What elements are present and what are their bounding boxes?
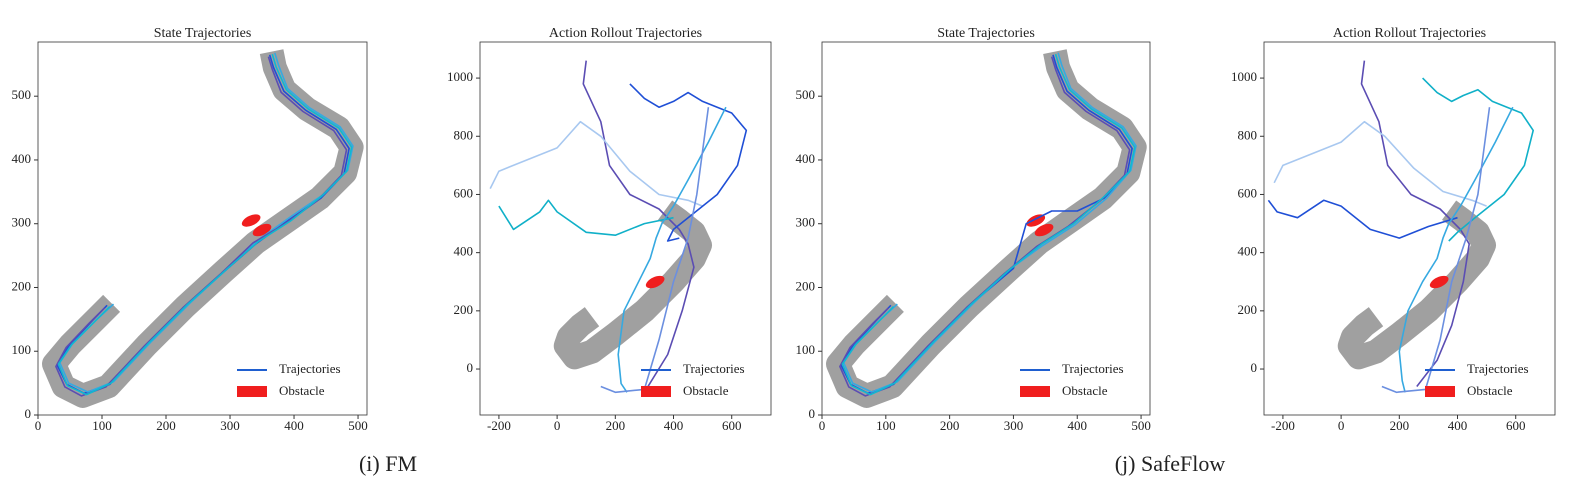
x-tick-label: 300 xyxy=(1004,418,1024,433)
trajectory xyxy=(600,107,710,394)
y-tick-label: 400 xyxy=(454,244,474,259)
x-tick-label: 0 xyxy=(35,418,42,433)
legend-swatch xyxy=(641,386,671,397)
plot-frame xyxy=(1263,41,1556,416)
legend-label: Obstacle xyxy=(1062,383,1108,398)
trajectory xyxy=(57,53,353,396)
legend-label: Trajectories xyxy=(683,361,745,376)
x-tick-label: 200 xyxy=(940,418,960,433)
x-tick-label: 100 xyxy=(92,418,112,433)
y-tick-label: 800 xyxy=(454,127,474,142)
obstacle xyxy=(645,275,665,289)
x-tick-label: -200 xyxy=(487,418,511,433)
y-tick-label: 200 xyxy=(1238,302,1258,317)
plot-frame xyxy=(37,41,368,416)
x-tick-label: 0 xyxy=(1338,418,1345,433)
y-tick-label: 300 xyxy=(12,215,32,230)
y-tick-label: 500 xyxy=(796,87,816,102)
obstacle xyxy=(1034,223,1054,237)
trajectory xyxy=(617,106,727,393)
x-tick-label: 400 xyxy=(1068,418,1088,433)
obstacle xyxy=(1429,275,1449,289)
y-tick-label: 600 xyxy=(1238,185,1258,200)
y-tick-label: 0 xyxy=(809,406,816,421)
trajectory xyxy=(498,199,674,236)
track xyxy=(1337,200,1496,370)
trajectory xyxy=(840,54,1133,395)
trajectory xyxy=(1267,199,1458,239)
x-tick-label: 0 xyxy=(554,418,561,433)
chart-title: State Trajectories xyxy=(154,26,252,41)
track xyxy=(42,49,364,408)
y-tick-label: 200 xyxy=(454,302,474,317)
legend-label: Obstacle xyxy=(683,383,729,398)
y-tick-label: 200 xyxy=(12,278,32,293)
y-tick-label: 0 xyxy=(25,406,32,421)
legend-swatch xyxy=(1425,386,1455,397)
y-tick-label: 1000 xyxy=(1231,69,1257,84)
x-tick-label: 200 xyxy=(1390,418,1410,433)
legend-label: Obstacle xyxy=(1467,383,1513,398)
y-tick-label: 100 xyxy=(796,342,816,357)
y-tick-label: 200 xyxy=(796,278,816,293)
legend-label: Trajectories xyxy=(279,361,341,376)
trajectory xyxy=(629,83,748,242)
y-tick-label: 0 xyxy=(1251,360,1258,375)
x-tick-label: 600 xyxy=(722,418,742,433)
trajectory xyxy=(1422,77,1534,242)
caption: (i) FM xyxy=(359,451,417,476)
x-tick-label: 500 xyxy=(348,418,368,433)
chart-title: State Trajectories xyxy=(937,26,1035,41)
trajectory xyxy=(1381,107,1491,394)
track xyxy=(553,200,712,370)
track xyxy=(826,49,1147,408)
y-tick-label: 1000 xyxy=(447,69,473,84)
caption: (j) SafeFlow xyxy=(1115,451,1226,476)
y-tick-label: 100 xyxy=(12,342,32,357)
y-tick-label: 400 xyxy=(1238,244,1258,259)
legend-swatch xyxy=(237,386,267,397)
y-tick-label: 600 xyxy=(454,185,474,200)
y-tick-label: 800 xyxy=(1238,127,1258,142)
trajectory xyxy=(1398,106,1514,393)
x-tick-label: -200 xyxy=(1271,418,1295,433)
y-tick-label: 400 xyxy=(796,151,816,166)
trajectory xyxy=(841,53,1136,396)
legend-label: Trajectories xyxy=(1467,361,1529,376)
x-tick-label: 300 xyxy=(220,418,240,433)
x-tick-label: 100 xyxy=(876,418,896,433)
x-tick-label: 200 xyxy=(606,418,626,433)
plot-frame xyxy=(479,41,772,416)
x-tick-label: 400 xyxy=(1448,418,1468,433)
chart-title: Action Rollout Trajectories xyxy=(549,26,702,41)
legend-swatch xyxy=(1020,386,1050,397)
x-tick-label: 500 xyxy=(1131,418,1151,433)
y-tick-label: 0 xyxy=(467,360,474,375)
x-tick-label: 400 xyxy=(284,418,304,433)
x-tick-label: 400 xyxy=(664,418,684,433)
x-tick-label: 200 xyxy=(156,418,176,433)
x-tick-label: 0 xyxy=(819,418,826,433)
chart-title: Action Rollout Trajectories xyxy=(1333,26,1486,41)
legend-label: Trajectories xyxy=(1062,361,1124,376)
x-tick-label: 600 xyxy=(1506,418,1526,433)
y-tick-label: 400 xyxy=(12,151,32,166)
trajectory xyxy=(1273,120,1487,207)
trajectory xyxy=(55,56,348,397)
plot-frame xyxy=(821,41,1151,416)
legend-label: Obstacle xyxy=(279,383,325,398)
trajectory xyxy=(489,120,703,207)
y-tick-label: 500 xyxy=(12,87,32,102)
trajectory xyxy=(842,52,1137,393)
obstacle xyxy=(241,214,261,227)
y-tick-label: 300 xyxy=(796,215,816,230)
